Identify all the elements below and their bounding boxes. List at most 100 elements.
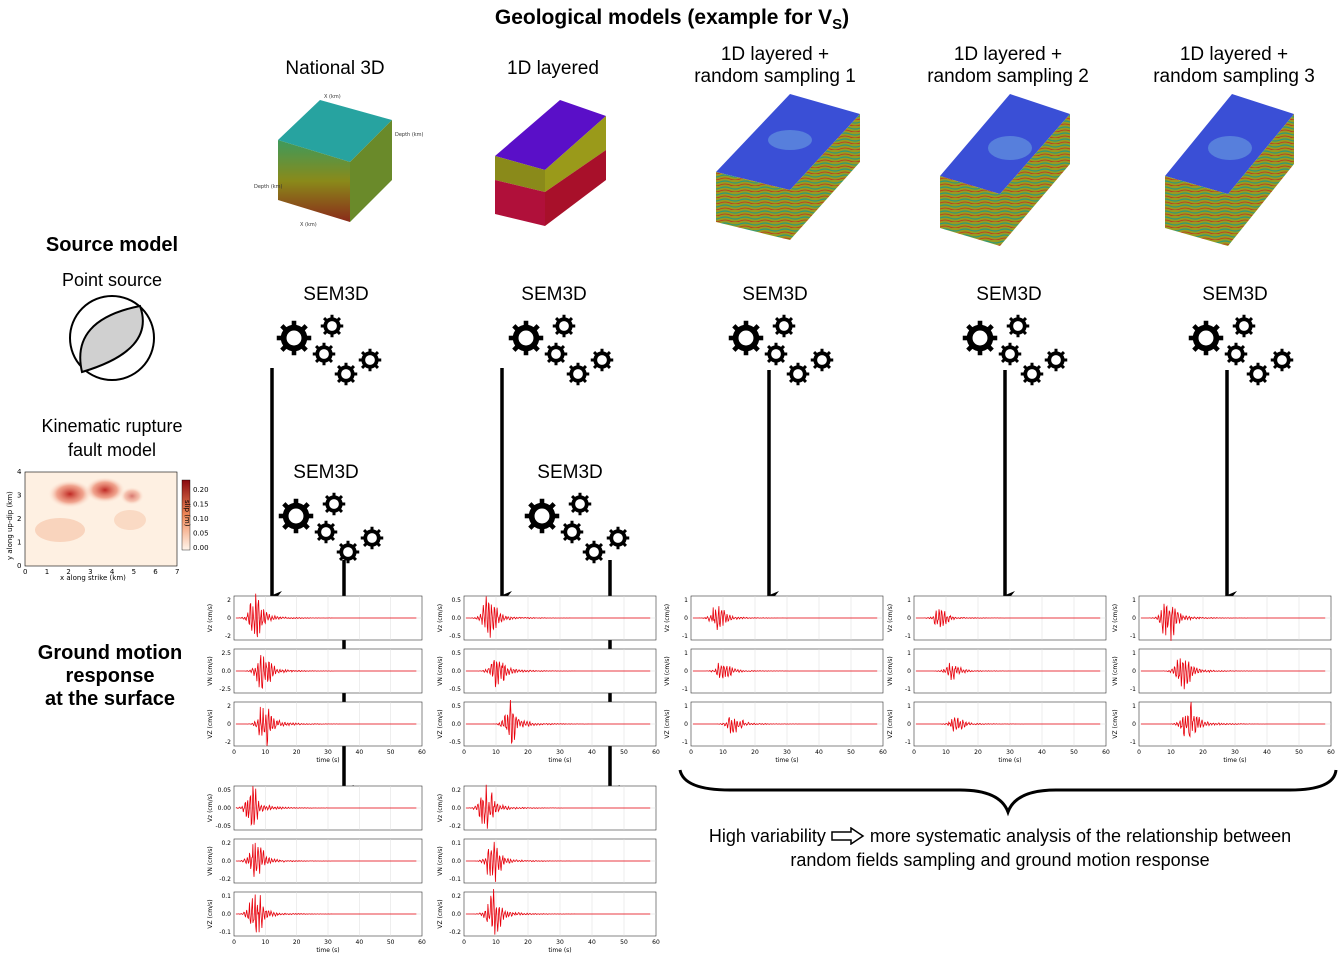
seismogram-panel-national-point: 20-2Vz (cm/s)2.50.0-2.5VN (cm/s)20-2VZ (… xyxy=(207,593,426,764)
tick-label: 0 xyxy=(907,668,911,675)
tick-label: 0 xyxy=(232,939,236,946)
sem3d-label: SEM3D xyxy=(742,284,808,305)
tick-label: -0.1 xyxy=(219,929,231,936)
gears-icon xyxy=(963,315,1068,386)
tick-label: 0.2 xyxy=(221,840,231,847)
tick-label: -1 xyxy=(1130,686,1136,693)
tick-label: 60 xyxy=(652,939,660,946)
tick-label: 10 xyxy=(262,749,270,756)
tick-label: -0.1 xyxy=(449,876,461,883)
tick-label: 60 xyxy=(418,939,426,946)
x-axis-label: time (s) xyxy=(1223,757,1246,764)
tick-label: 0 xyxy=(689,749,693,756)
tick-label: 7 xyxy=(175,568,179,576)
tick-label: -0.2 xyxy=(449,929,461,936)
tick-label: -1 xyxy=(1130,633,1136,640)
gears-icon xyxy=(1189,315,1294,386)
hollow-arrow-icon xyxy=(831,826,865,846)
tick-label: 40 xyxy=(1038,749,1046,756)
tick-label: -0.5 xyxy=(449,739,461,746)
model-box-random-1 xyxy=(716,94,860,240)
x-axis-label: time (s) xyxy=(998,757,1021,764)
y-axis-label: VZ (cm/s) xyxy=(207,899,214,928)
model-box-national-3d: X (km) Depth (km) Depth (km) X (km) xyxy=(254,94,424,228)
y-axis-label: VZ (cm/s) xyxy=(437,899,444,928)
tick-label: 2.5 xyxy=(221,650,231,657)
tick-label: 50 xyxy=(847,749,855,756)
tick-label: 20 xyxy=(524,939,532,946)
tick-label: 0.1 xyxy=(221,893,231,900)
tick-label: 0.05 xyxy=(218,787,232,794)
tick-label: 0.00 xyxy=(218,805,232,812)
column-title-random-2: 1D layered + random sampling 2 xyxy=(927,44,1089,87)
tick-label: 40 xyxy=(588,939,596,946)
y-axis-label: Vz (cm/s) xyxy=(207,604,214,632)
y-axis-label: y along up-dip (km) xyxy=(6,491,14,560)
point-source-label: Point source xyxy=(61,270,163,290)
y-axis-label: VN (cm/s) xyxy=(664,656,671,685)
tick-label: -1 xyxy=(905,633,911,640)
beachball-icon xyxy=(69,295,155,381)
tick-label: 0 xyxy=(232,749,236,756)
x-axis-label: time (s) xyxy=(316,947,339,954)
tick-label: 2 xyxy=(227,703,231,710)
tick-label: -0.2 xyxy=(449,823,461,830)
tick-label: 20 xyxy=(974,749,982,756)
curly-brace xyxy=(678,769,1338,817)
sem3d-label: SEM3D xyxy=(293,462,359,483)
y-axis-label: VN (cm/s) xyxy=(437,846,444,875)
gears-icon xyxy=(279,493,384,564)
column-title-1d-layered: 1D layered xyxy=(507,58,599,79)
seismogram-panel-random1: 10-1Vz (cm/s)10-1VN (cm/s)10-1VZ (cm/s)0… xyxy=(664,595,887,764)
y-axis-label: Vz (cm/s) xyxy=(437,604,444,632)
tick-label: 0 xyxy=(684,721,688,728)
y-axis-label: VZ (cm/s) xyxy=(887,709,894,738)
y-axis-label: VN (cm/s) xyxy=(437,656,444,685)
tick-label: -1 xyxy=(905,686,911,693)
svg-text:X (km): X (km) xyxy=(324,94,341,100)
tick-label: 0.0 xyxy=(451,615,461,622)
sem3d-label: SEM3D xyxy=(1202,284,1268,305)
tick-label: 20 xyxy=(293,749,301,756)
tick-label: 0.0 xyxy=(451,721,461,728)
x-axis-label: time (s) xyxy=(775,757,798,764)
model-box-random-2 xyxy=(940,94,1070,246)
tick-label: 1 xyxy=(907,650,911,657)
tick-label: 30 xyxy=(1006,749,1014,756)
column-title-random-3: 1D layered + random sampling 3 xyxy=(1153,44,1315,87)
y-axis-label: Vz (cm/s) xyxy=(887,604,894,632)
y-axis-label: VZ (cm/s) xyxy=(1112,709,1119,738)
tick-label: 0 xyxy=(462,939,466,946)
tick-label: -1 xyxy=(1130,739,1136,746)
tick-label: 2 xyxy=(66,568,70,576)
gears-icon xyxy=(729,315,834,386)
tick-label: 50 xyxy=(620,749,628,756)
x-axis-label: time (s) xyxy=(548,947,571,954)
tick-label: 0 xyxy=(1132,615,1136,622)
tick-label: 0.0 xyxy=(221,858,231,865)
kinematic-label: Kinematic rupture fault model xyxy=(41,416,183,460)
tick-label: 60 xyxy=(879,749,887,756)
tick-label: 0.05 xyxy=(193,530,209,538)
tick-label: 50 xyxy=(387,939,395,946)
column-title-national-3d: National 3D xyxy=(285,58,385,79)
colorbar-label: slip (m) xyxy=(183,500,191,527)
column-title-random-1: 1D layered + random sampling 1 xyxy=(694,44,856,87)
y-axis-label: Vz (cm/s) xyxy=(207,794,214,822)
tick-label: 0.2 xyxy=(451,893,461,900)
tick-label: -2 xyxy=(225,633,231,640)
tick-label: 3 xyxy=(88,568,92,576)
seismogram-panel-layered-kinematic: 0.2 0.0 -0.2 Vz (cm/s) 0.1 0.0 -0.1 VN (cm/s) 0.… xyxy=(437,784,660,954)
tick-label: 0 xyxy=(907,721,911,728)
tick-label: 60 xyxy=(652,749,660,756)
seismogram-panel-layered-point: 0.5 0.0 -0.5 Vz (cm/s) 0.5 0.0 -0.5 VN (cm/s) 0.… xyxy=(437,595,660,764)
tick-label: 0 xyxy=(17,562,21,570)
tick-label: 1 xyxy=(684,650,688,657)
y-axis-label: Vz (cm/s) xyxy=(437,794,444,822)
tick-label: 5 xyxy=(132,568,136,576)
source-model-heading: Source model xyxy=(45,234,179,256)
svg-text:Depth (km): Depth (km) xyxy=(254,184,283,190)
tick-label: 10 xyxy=(262,939,270,946)
tick-label: -1 xyxy=(682,739,688,746)
